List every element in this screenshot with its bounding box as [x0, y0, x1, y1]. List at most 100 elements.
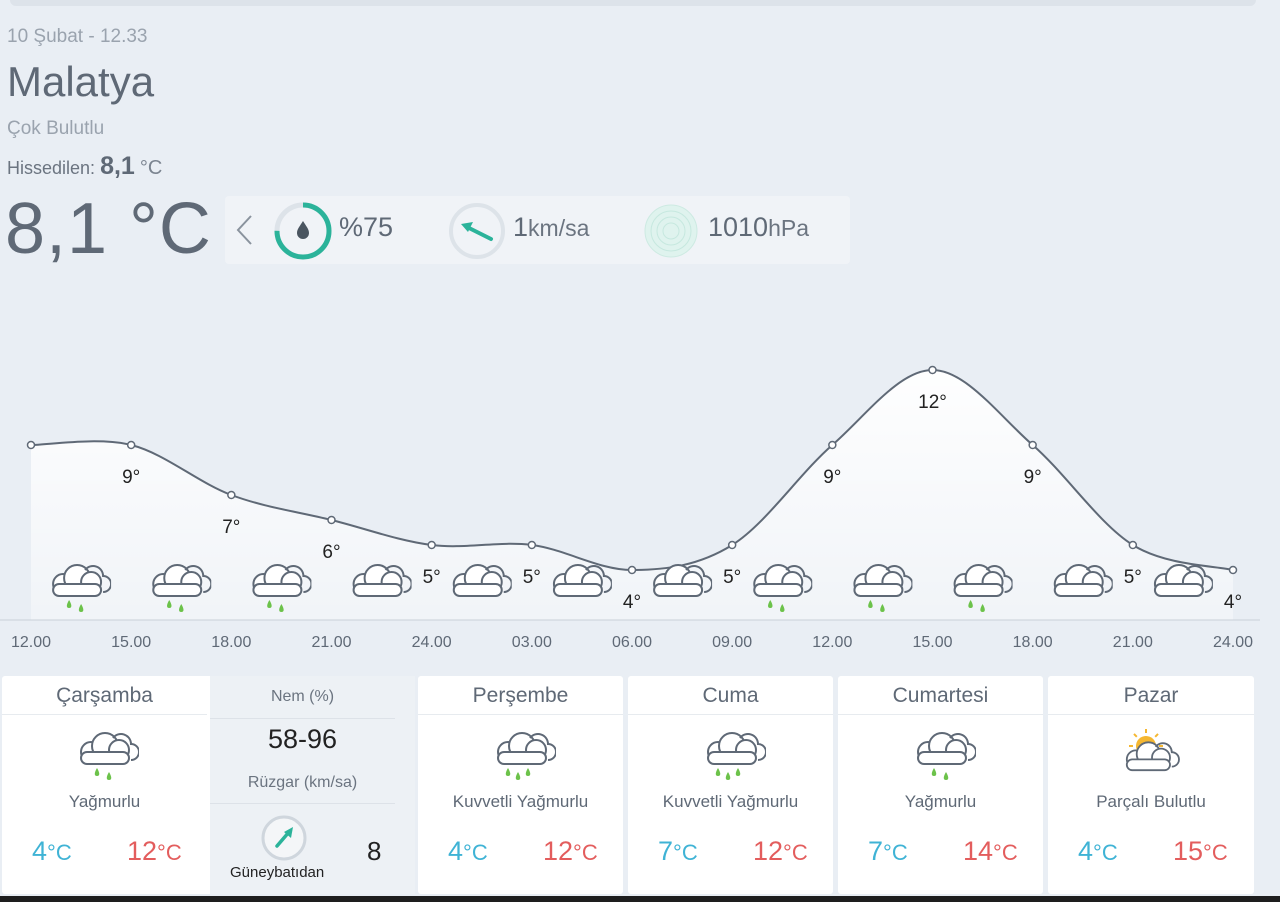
forecast-card[interactable]: Çarşamba Yağmurlu 4°C 12°C Nem (%) 58-96… — [2, 676, 415, 894]
rain-drop — [505, 768, 510, 776]
data-label: 4° — [1224, 592, 1242, 613]
hourly-temperature-chart: 12.00 9° 15.00 7° 18.00 6° 21.00 5° 24.00 5° 03.00… — [0, 320, 1280, 660]
stats-panel: %75 1km/sa 1010hPa — [225, 196, 850, 264]
data-point — [828, 440, 837, 450]
forecast-day: Pazar — [1123, 684, 1179, 707]
data-point — [126, 440, 136, 450]
feels-like-value: 8,1 — [100, 152, 135, 180]
data-label: 9° — [1024, 467, 1042, 488]
divider — [2, 714, 207, 715]
forecast-condition: Yağmurlu — [904, 792, 977, 811]
chart-canvas: 12.00 9° 15.00 7° 18.00 6° 21.00 5° 24.00 5° 03.00… — [0, 365, 1260, 651]
rain-drop — [931, 768, 936, 776]
heavy-rain-cloud-icon — [496, 732, 556, 780]
rain-drop — [78, 604, 84, 612]
rain-drop — [106, 772, 112, 780]
rain-cloud-icon — [52, 564, 112, 612]
daily-forecast: Çarşamba Yağmurlu 4°C 12°C Nem (%) 58-96… — [0, 676, 1280, 896]
rain-drop — [167, 600, 172, 608]
wind-direction-icon — [261, 815, 307, 861]
data-label: 5° — [523, 567, 541, 588]
rain-drop — [768, 600, 773, 608]
rain-drop — [735, 768, 740, 776]
wind-speed-number: 1 — [513, 212, 529, 242]
x-tick-label: 24.00 — [412, 634, 452, 651]
x-tick-label: 15.00 — [912, 634, 952, 651]
pressure-gauge-icon — [644, 204, 698, 258]
rain-cloud-icon — [953, 564, 1013, 612]
forecast-condition: Kuvvetli Yağmurlu — [452, 792, 589, 811]
data-point — [1028, 440, 1037, 450]
forecast-day: Cumartesi — [892, 684, 989, 707]
rain-cloud-icon — [152, 564, 212, 612]
data-point — [1228, 565, 1238, 575]
x-tick-label: 09.00 — [712, 634, 752, 651]
forecast-card[interactable]: Cuma Kuvvetli Yağmurlu 7°C 12°C — [628, 676, 833, 894]
data-label: 12° — [918, 392, 947, 413]
rain-drop — [968, 600, 973, 608]
forecast-day: Cuma — [702, 684, 759, 707]
rain-drop — [943, 772, 948, 780]
data-label: 7° — [222, 517, 240, 538]
data-label: 9° — [823, 467, 841, 488]
x-tick-label: 18.00 — [211, 634, 251, 651]
rain-drop — [780, 604, 785, 612]
feels-like-unit: °C — [139, 157, 163, 179]
current-condition: Çok Bulutlu — [7, 118, 105, 139]
data-label: 6° — [322, 542, 340, 563]
forecast-max: 12°C — [753, 836, 808, 866]
rain-drop — [715, 768, 720, 776]
forecast-card[interactable]: Pazar Parçalı Bulutlu 4°C 15°C — [1048, 676, 1254, 894]
top-bar — [10, 0, 1256, 6]
forecast-min: 7°C — [868, 836, 908, 866]
current-temperature: 8,1 °C — [5, 189, 212, 269]
cloud-icon — [552, 564, 612, 597]
rain-cloud-icon — [252, 564, 312, 612]
rain-drop — [980, 604, 985, 612]
x-tick-label: 21.00 — [311, 634, 351, 651]
forecast-card[interactable]: Perşembe Kuvvetli Yağmurlu 4°C 12°C — [418, 676, 623, 894]
rain-drop — [868, 600, 873, 608]
wind-unit: km/sa — [528, 215, 590, 241]
humidity-range: 58-96 — [267, 724, 338, 754]
forecast-condition: Kuvvetli Yağmurlu — [662, 792, 799, 811]
humidity-label: Nem (%) — [270, 688, 335, 705]
cloud-icon — [1053, 564, 1113, 597]
x-tick-label: 21.00 — [1113, 634, 1153, 651]
wind-label: Rüzgar (km/sa) — [247, 774, 358, 791]
cloud-icon — [653, 564, 713, 597]
divider — [1048, 714, 1254, 715]
divider — [628, 714, 833, 715]
chart-area — [31, 370, 1233, 620]
data-point — [527, 540, 537, 550]
divider — [418, 714, 623, 715]
cloud-icon — [452, 564, 512, 597]
divider — [838, 714, 1043, 715]
x-tick-label: 15.00 — [111, 634, 151, 651]
feels-like: Hissedilen: 8,1 °C — [7, 152, 162, 181]
x-tick-label: 12.00 — [812, 634, 852, 651]
data-point — [26, 440, 36, 450]
rain-drop — [179, 604, 184, 612]
cloud-icon — [352, 564, 412, 597]
x-tick-label: 18.00 — [1013, 634, 1053, 651]
data-point — [227, 490, 236, 500]
rain-cloud-icon — [916, 732, 976, 780]
wind-direction: Güneybatıdan — [230, 864, 325, 881]
forecast-min: 4°C — [448, 836, 488, 866]
forecast-min: 4°C — [32, 836, 72, 866]
chevron-left-icon[interactable] — [233, 212, 255, 248]
data-label: 9° — [122, 467, 140, 488]
forecast-card[interactable]: Cumartesi Yağmurlu 7°C 14°C — [838, 676, 1043, 894]
data-point — [427, 540, 436, 550]
data-point — [1128, 540, 1138, 550]
x-tick-label: 06.00 — [612, 634, 652, 651]
forecast-day: Perşembe — [472, 684, 569, 707]
forecast-min: 4°C — [1078, 836, 1118, 866]
humidity-drop-icon — [274, 202, 332, 260]
rain-drop — [66, 600, 72, 608]
wind-speed: 8 — [367, 836, 382, 866]
rain-cloud-icon — [80, 732, 139, 780]
divider — [210, 803, 395, 804]
cloud-icon — [1153, 564, 1213, 597]
